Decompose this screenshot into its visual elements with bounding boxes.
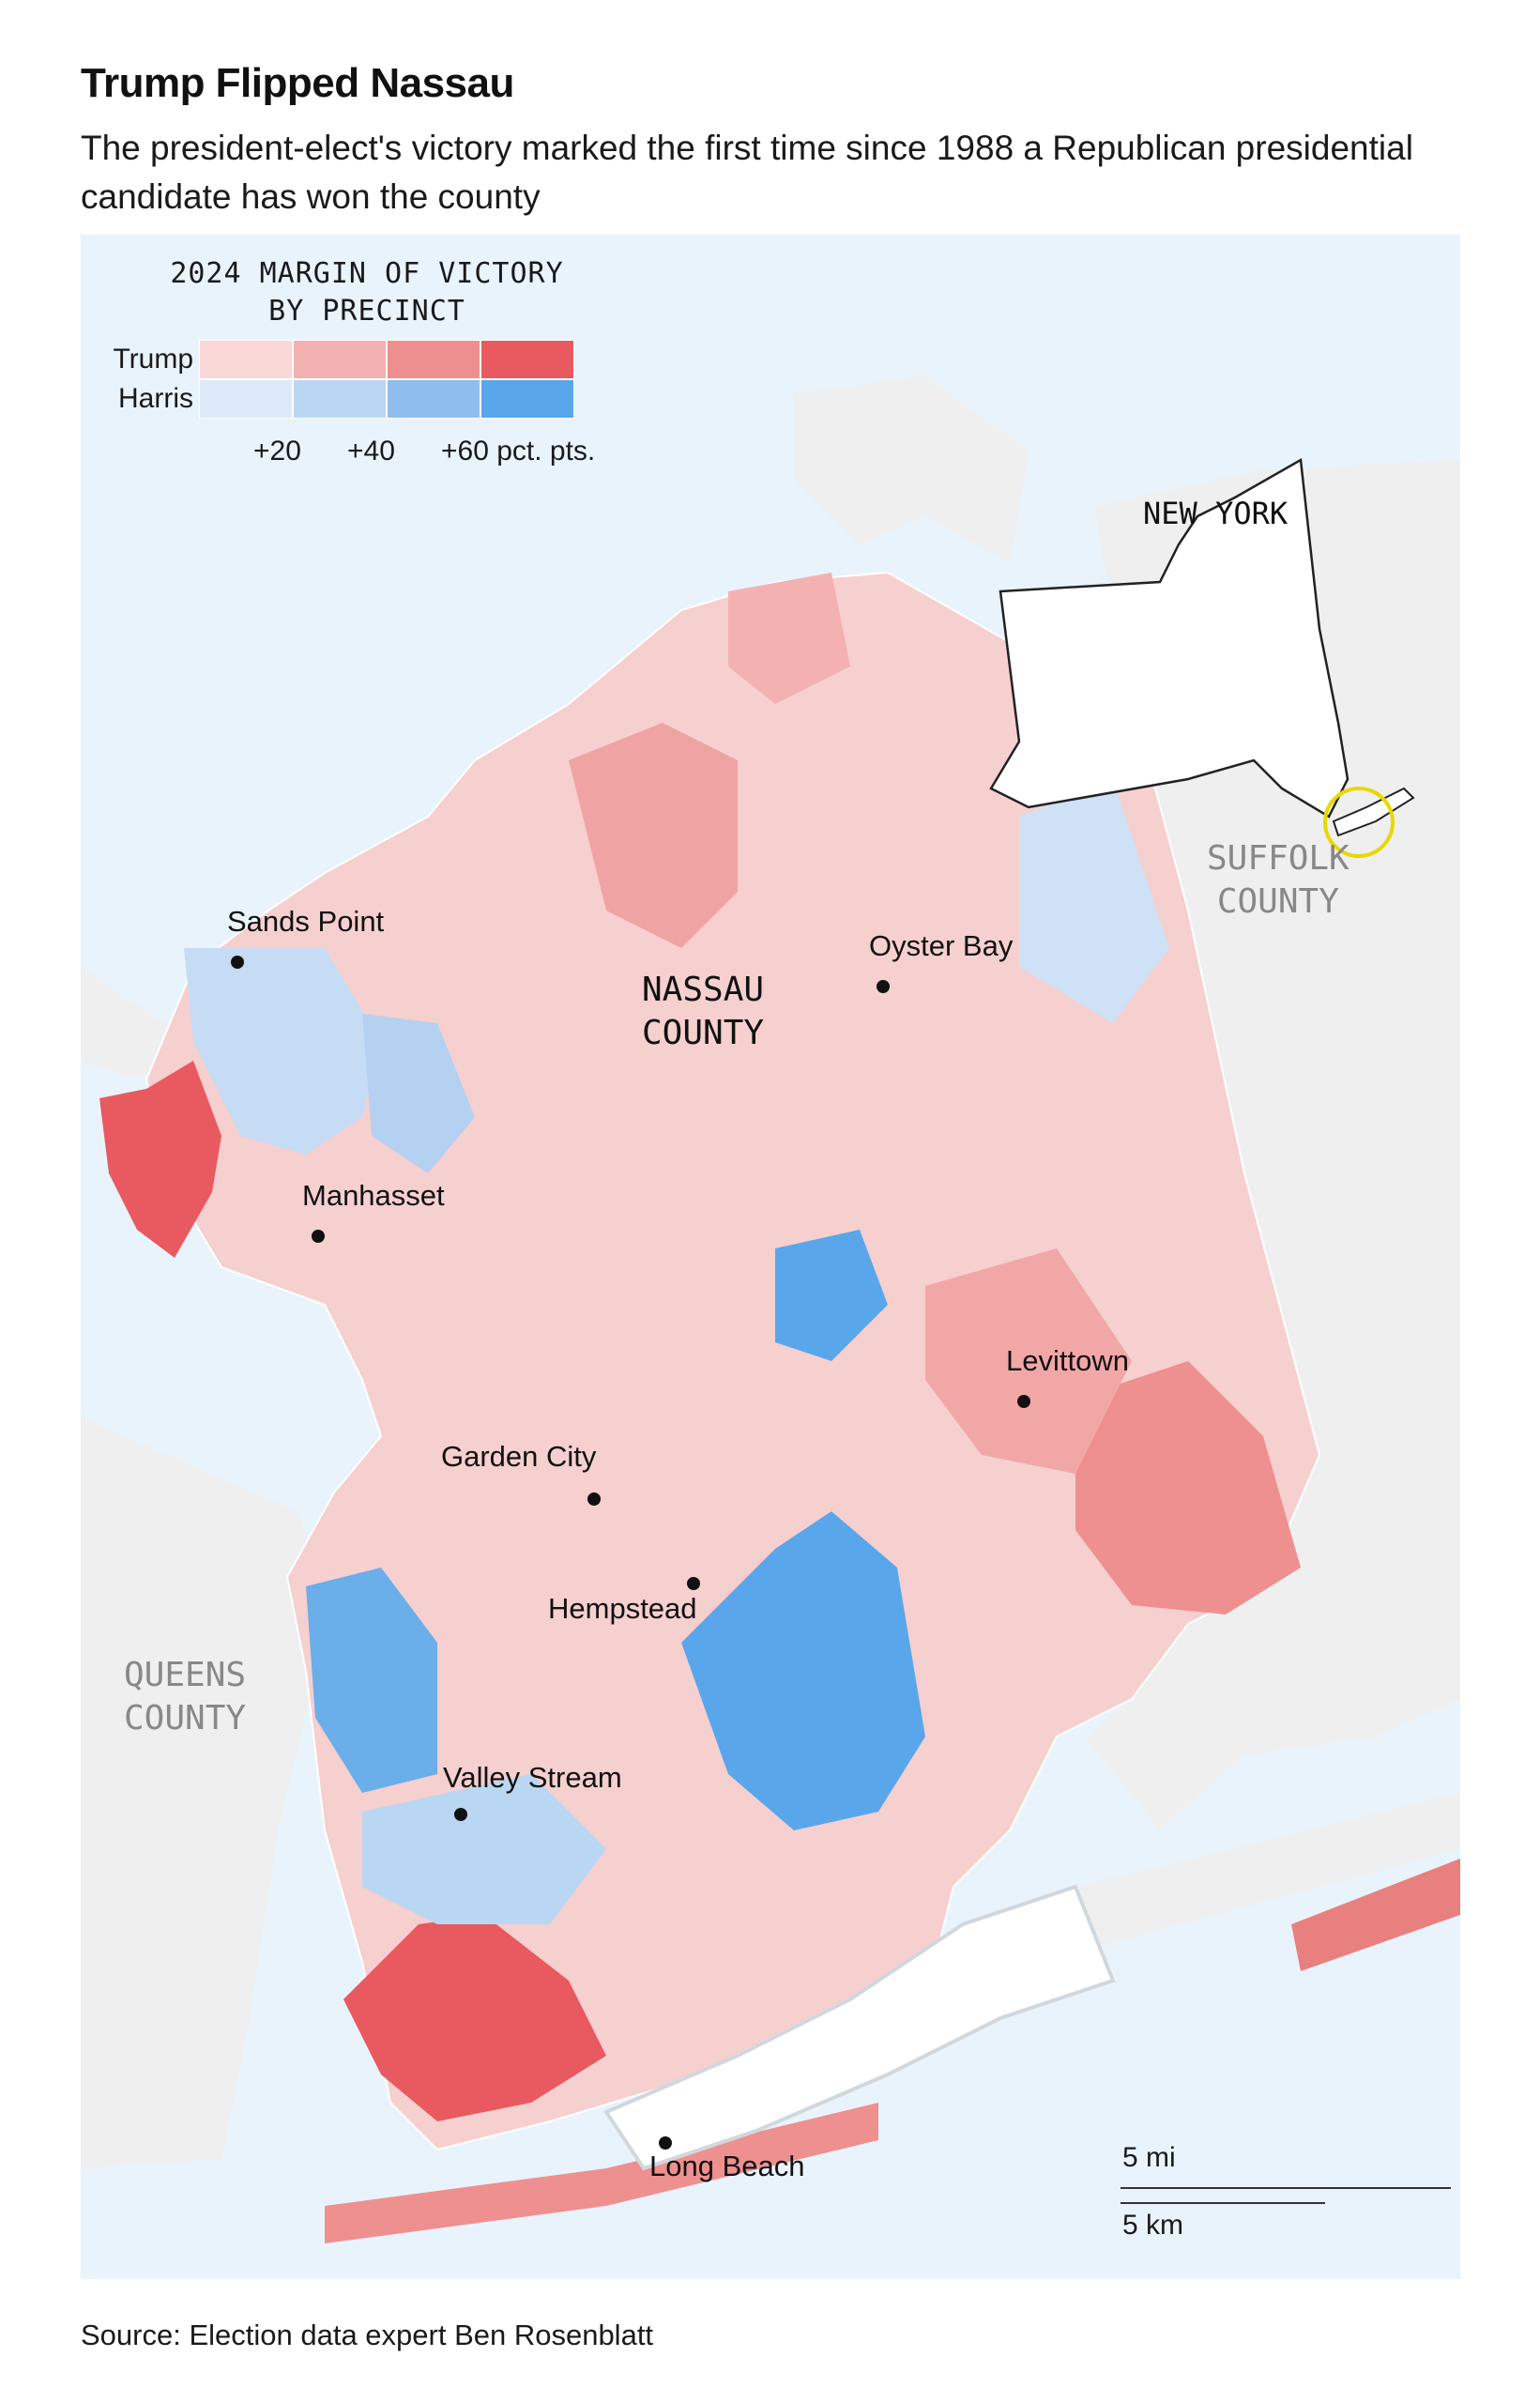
queens-county-label: QUEENS COUNTY <box>124 1654 246 1740</box>
legend-harris-swatches <box>199 379 574 419</box>
suffolk-label-line2: COUNTY <box>1216 882 1339 921</box>
oyster-bay-zone <box>569 723 738 948</box>
nassau-label-line2: COUNTY <box>642 1014 765 1052</box>
suffolk-label-line1: SUFFOLK <box>1207 839 1349 878</box>
nassau-label-line1: NASSAU <box>642 971 765 1009</box>
nassau-locator-circle <box>1323 787 1395 858</box>
place-label-garden-city: Garden City <box>441 1440 597 1473</box>
oyster-bay-harris-zone <box>1019 779 1169 1023</box>
nassau-county-label: NASSAU COUNTY <box>642 969 764 1055</box>
elmont-harris-zone <box>306 1568 437 1793</box>
place-label-valley-stream: Valley Stream <box>443 1761 622 1794</box>
long-island-inset <box>1332 787 1415 837</box>
barrier-island-east <box>1075 1793 1460 1952</box>
harris-swatch-1 <box>199 379 293 419</box>
harris-swatch-3 <box>387 379 480 419</box>
legend-label-harris: Harris <box>118 383 193 414</box>
place-label-long-beach: Long Beach <box>649 2150 805 2182</box>
legend-title-line1: 2024 MARGIN OF VICTORY <box>170 257 564 290</box>
chart-title: Trump Flipped Nassau <box>81 60 514 106</box>
scale-bar-miles <box>1121 2187 1451 2189</box>
legend-tick-20: +20 <box>253 436 301 467</box>
map-panel: 2024 MARGIN OF VICTORY BY PRECINCT Trump… <box>81 235 1460 2279</box>
levittown-zone <box>925 1248 1132 1474</box>
legend-title: 2024 MARGIN OF VICTORY BY PRECINCT <box>156 255 578 330</box>
east-barrier-red <box>1291 1859 1460 1971</box>
chart-subtitle: The president-elect's victory marked the… <box>81 129 1413 216</box>
queens-land <box>81 1417 334 2168</box>
place-dot-long-beach <box>659 2136 672 2150</box>
northwest-trump-zone <box>99 1061 221 1258</box>
place-dot-manhasset <box>312 1230 325 1243</box>
place-label-levittown: Levittown <box>1006 1344 1129 1377</box>
place-dot-garden-city <box>587 1492 601 1506</box>
place-dot-oyster-bay <box>877 980 890 993</box>
new-york-inset-label: NEW YORK <box>1143 496 1288 531</box>
legend-tick-60: +60 pct. pts. <box>441 436 596 467</box>
place-dot-sands-point <box>231 956 244 969</box>
trump-swatch-2 <box>293 340 387 379</box>
new-york-state-inset <box>989 457 1349 819</box>
place-label-manhasset: Manhasset <box>302 1179 445 1212</box>
place-dot-valley-stream <box>454 1808 467 1821</box>
south-shore-marshes <box>603 1884 1116 2171</box>
valley-stream-harris-zone <box>362 1774 606 1924</box>
suffolk-county-label: SUFFOLK COUNTY <box>1207 837 1349 924</box>
harris-swatch-2 <box>293 379 387 419</box>
connecticut-land <box>794 375 1029 563</box>
harris-swatch-4 <box>480 379 574 419</box>
place-dot-levittown <box>1017 1395 1030 1408</box>
legend-tick-40: +40 <box>347 436 395 467</box>
five-towns-trump-zone <box>343 1915 606 2121</box>
queens-label-line2: COUNTY <box>124 1699 247 1737</box>
source-note: Source: Election data expert Ben Rosenbl… <box>81 2319 654 2351</box>
map-svg <box>81 375 1460 2243</box>
trump-swatch-1 <box>199 340 293 379</box>
westbury-harris-zone <box>775 1230 888 1361</box>
suffolk-land <box>1085 460 1460 1830</box>
scale-bar-km <box>1121 2202 1325 2204</box>
queens-label-line1: QUEENS <box>124 1656 247 1694</box>
east-trump-zone <box>1075 1361 1301 1615</box>
manhasset-harris-zone <box>362 1014 475 1173</box>
hempstead-harris-zone <box>681 1511 925 1830</box>
trump-swatch-3 <box>387 340 480 379</box>
legend-trump-swatches <box>199 340 574 379</box>
place-label-hempstead: Hempstead <box>548 1592 697 1625</box>
scale-label-km: 5 km <box>1122 2210 1184 2241</box>
north-shore-harris-zone <box>184 948 381 1155</box>
place-label-sands-point: Sands Point <box>227 905 385 938</box>
legend-title-line2: BY PRECINCT <box>268 295 465 328</box>
scale-label-miles: 5 mi <box>1122 2142 1176 2173</box>
place-dot-hempstead <box>687 1577 700 1590</box>
legend-label-trump: Trump <box>113 344 193 375</box>
place-label-oyster-bay: Oyster Bay <box>869 929 1014 962</box>
trump-swatch-4 <box>480 340 574 379</box>
glen-cove-zone <box>728 573 850 704</box>
